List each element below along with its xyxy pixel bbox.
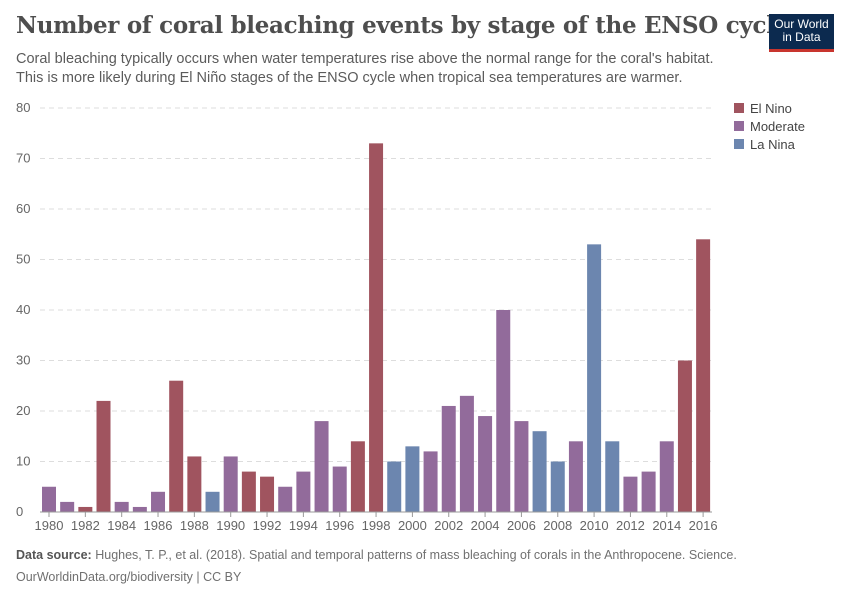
x-tick-label: 2012	[616, 518, 645, 533]
x-tick-label: 2014	[652, 518, 681, 533]
bar-1988	[187, 456, 202, 512]
bar-2002	[441, 405, 456, 512]
bar-2015	[677, 360, 692, 512]
y-tick-label: 80	[16, 100, 30, 115]
credit[interactable]: OurWorldinData.org/biodiversity | CC BY	[16, 570, 242, 584]
owid-logo[interactable]: Our World in Data	[769, 14, 834, 52]
x-tick-label: 2016	[689, 518, 718, 533]
x-tick-label: 2008	[543, 518, 572, 533]
bar-1980	[42, 486, 56, 512]
bar-2006	[514, 421, 529, 512]
bar-1985	[132, 506, 147, 512]
bar-1999	[387, 461, 402, 512]
bar-1983	[96, 400, 111, 512]
x-tick-label: 1990	[216, 518, 245, 533]
y-tick-label: 50	[16, 252, 30, 267]
x-tick-label: 1982	[71, 518, 100, 533]
logo-line-2: in Data	[782, 30, 821, 44]
bar-2016	[696, 239, 711, 513]
bar-chart: 0 10 20 30 40 50 60 70 80 1980 1982 1984 1986 1988 199…	[16, 100, 805, 533]
bar-1991	[241, 471, 256, 512]
bar-2011	[605, 441, 620, 512]
y-tick-label: 20	[16, 403, 30, 418]
legend-label: La Nina	[750, 137, 796, 152]
x-tick-label: 1986	[144, 518, 173, 533]
bar-1996	[332, 466, 347, 512]
bar-2009	[568, 441, 583, 512]
bar-2013	[641, 471, 656, 512]
y-tick-label: 70	[16, 151, 30, 166]
x-tick-label: 1992	[253, 518, 282, 533]
bar-2007	[532, 431, 547, 512]
y-tick-label: 40	[16, 302, 30, 317]
y-tick-label: 10	[16, 454, 30, 469]
x-tick-label: 2002	[434, 518, 463, 533]
bar-2003	[459, 395, 474, 512]
legend-label: Moderate	[750, 119, 805, 134]
x-tick-label: 1996	[325, 518, 354, 533]
x-tick-label: 2010	[580, 518, 609, 533]
subtitle-line-2: This is more likely during El Niño stage…	[16, 70, 683, 86]
legend-swatch	[734, 103, 744, 113]
bar-1990	[223, 456, 238, 512]
bar-1992	[260, 476, 275, 512]
source-label: Data source:	[16, 548, 92, 562]
bar-2014	[659, 441, 674, 512]
subtitle-line-1: Coral bleaching typically occurs when wa…	[16, 51, 714, 67]
bar-2005	[496, 310, 511, 512]
bar-2010	[587, 244, 602, 512]
bar-1986	[151, 491, 166, 512]
bar-1994	[296, 471, 311, 512]
chart-title: Number of coral bleaching events by stag…	[16, 12, 789, 39]
data-source: Data source: Hughes, T. P., et al. (2018…	[16, 548, 737, 562]
bar-1998	[369, 143, 384, 512]
legend-label: El Nino	[750, 101, 792, 116]
bar-2008	[550, 461, 565, 512]
bar-2001	[423, 451, 438, 512]
y-tick-label: 60	[16, 201, 30, 216]
chart-subtitle: Coral bleaching typically occurs when wa…	[16, 50, 756, 88]
legend-swatch	[734, 139, 744, 149]
x-tick-label: 1998	[362, 518, 391, 533]
bar-1997	[350, 441, 365, 512]
bar-1987	[169, 380, 184, 512]
y-tick-label: 30	[16, 353, 30, 368]
y-tick-label: 0	[16, 504, 23, 519]
logo-line-1: Our World	[774, 17, 829, 31]
legend-swatch	[734, 121, 744, 131]
x-tick-label: 1988	[180, 518, 209, 533]
bar-2000	[405, 446, 420, 512]
source-text: Hughes, T. P., et al. (2018). Spatial an…	[95, 548, 737, 562]
bar-2012	[623, 476, 638, 512]
x-tick-label: 1984	[107, 518, 136, 533]
bar-1995	[314, 421, 329, 512]
bar-2004	[478, 416, 493, 512]
bar-1981	[60, 501, 75, 512]
x-tick-label: 1980	[35, 518, 64, 533]
bar-1984	[114, 501, 129, 512]
bar-1982	[78, 506, 93, 512]
x-tick-label: 1994	[289, 518, 318, 533]
x-tick-label: 2000	[398, 518, 427, 533]
x-tick-label: 2006	[507, 518, 536, 533]
bar-1989	[205, 491, 220, 512]
bar-1993	[278, 486, 293, 512]
x-tick-label: 2004	[471, 518, 500, 533]
